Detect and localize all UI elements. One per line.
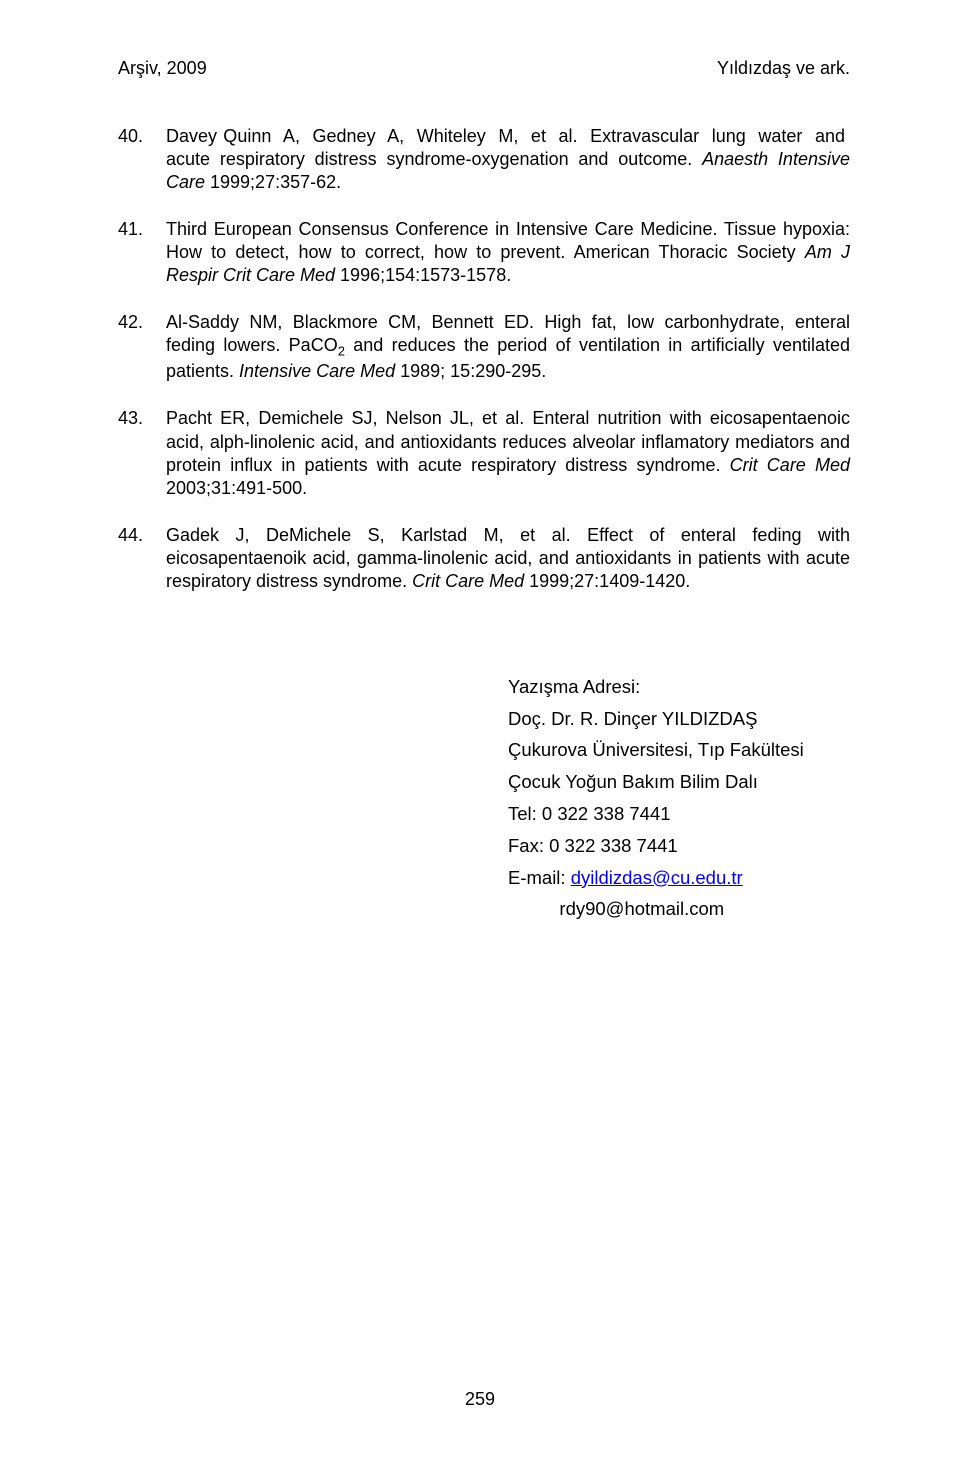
- address-title: Yazışma Adresi:: [508, 671, 850, 703]
- reference-text: Gadek J, DeMichele S, Karlstad M, et al.…: [166, 524, 850, 593]
- text-segment: 1999;27:357-62.: [205, 172, 341, 192]
- reference-item: 40.Davey Quinn A, Gedney A, Whiteley M, …: [118, 125, 850, 194]
- reference-number: 42.: [118, 311, 166, 383]
- address-line: Fax: 0 322 338 7441: [508, 830, 850, 862]
- page-number: 259: [0, 1389, 960, 1410]
- reference-number: 43.: [118, 407, 166, 499]
- reference-number: 44.: [118, 524, 166, 593]
- address-line: Tel: 0 322 338 7441: [508, 798, 850, 830]
- header-right: Yıldızdaş ve ark.: [717, 58, 850, 79]
- reference-item: 43.Pacht ER, Demichele SJ, Nelson JL, et…: [118, 407, 850, 499]
- journal-title: Crit Care Med: [730, 455, 850, 475]
- reference-text: Pacht ER, Demichele SJ, Nelson JL, et al…: [166, 407, 850, 499]
- reference-item: 44.Gadek J, DeMichele S, Karlstad M, et …: [118, 524, 850, 593]
- correspondence-address: Yazışma Adresi: Doç. Dr. R. Dinçer YILDI…: [508, 671, 850, 926]
- reference-number: 40.: [118, 125, 166, 194]
- address-line: Çocuk Yoğun Bakım Bilim Dalı: [508, 766, 850, 798]
- reference-text: Third European Consensus Conference in I…: [166, 218, 850, 287]
- reference-item: 42.Al-Saddy NM, Blackmore CM, Bennett ED…: [118, 311, 850, 383]
- email-label: E-mail:: [508, 867, 571, 888]
- address-email-line: E-mail: dyildizdas@cu.edu.tr: [508, 862, 850, 894]
- reference-text: Al-Saddy NM, Blackmore CM, Bennett ED. H…: [166, 311, 850, 383]
- address-line: Çukurova Üniversitesi, Tıp Fakültesi: [508, 734, 850, 766]
- email-link[interactable]: dyildizdas@cu.edu.tr: [571, 867, 743, 888]
- address-email2-line: rdy90@hotmail.com: [508, 893, 850, 925]
- subscript: 2: [338, 344, 345, 359]
- journal-title: Intensive Care Med: [239, 361, 395, 381]
- journal-title: Crit Care Med: [412, 571, 524, 591]
- text-segment: 2003;31:491-500.: [166, 478, 307, 498]
- address-line: Doç. Dr. R. Dinçer YILDIZDAŞ: [508, 703, 850, 735]
- email-text: rdy90@hotmail.com: [559, 898, 724, 919]
- header-left: Arşiv, 2009: [118, 58, 207, 79]
- text-segment: Third European Consensus Conference in I…: [166, 219, 850, 262]
- reference-item: 41.Third European Consensus Conference i…: [118, 218, 850, 287]
- text-segment: 1989; 15:290-295.: [395, 361, 546, 381]
- reference-number: 41.: [118, 218, 166, 287]
- text-segment: 1999;27:1409-1420.: [524, 571, 690, 591]
- text-segment: 1996;154:1573-1578.: [335, 265, 511, 285]
- reference-text: Davey Quinn A, Gedney A, Whiteley M, et …: [166, 125, 850, 194]
